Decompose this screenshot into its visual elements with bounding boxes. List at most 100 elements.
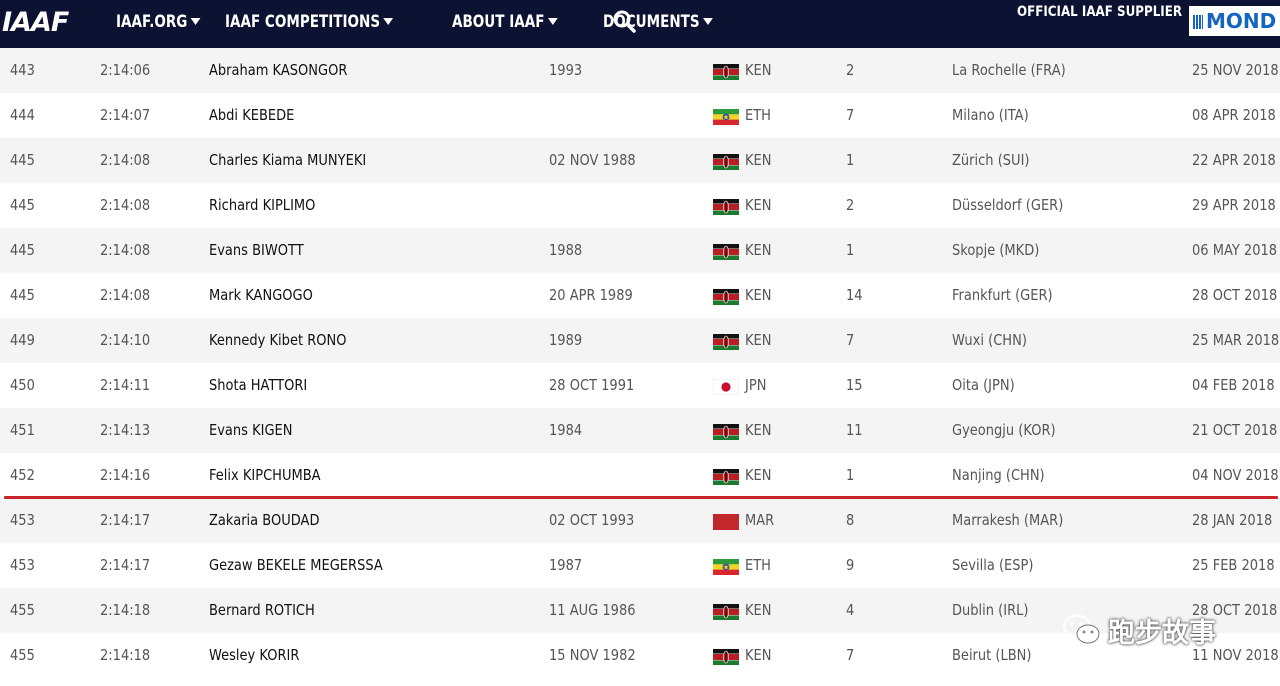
date-cell: 25 NOV 2018 [1192,61,1279,79]
rank-cell: 455 [10,601,35,619]
position-cell: 2 [846,196,855,214]
athlete-name-link[interactable]: Evans BIWOTT [209,241,304,259]
table-row: 443 2:14:06 Abraham KASONGOR 1993 KEN 2 La Roc… [0,48,1280,93]
mark-cell: 2:14:17 [100,511,151,529]
rank-cell: 445 [10,151,35,169]
kenya-flag-icon [713,424,739,440]
kenya-flag-icon [713,604,739,620]
kenya-flag-icon [713,154,739,170]
ethiopia-flag-icon [713,109,739,125]
athlete-name-link[interactable]: Gezaw BEKELE MEGERSSA [209,556,383,574]
dob-cell: 20 APR 1989 [549,286,633,304]
mondo-logo[interactable]: MOND [1189,6,1280,36]
kenya-flag-icon [713,64,739,80]
athlete-name-link[interactable]: Abdi KEBEDE [209,106,295,124]
watermark-text: 跑步故事 [1108,617,1216,649]
mark-cell: 2:14:11 [100,376,151,394]
position-cell: 1 [846,241,855,259]
nationality-cell: KEN [745,601,772,619]
kenya-flag-icon [713,469,739,485]
table-row: 452 2:14:16 Felix KIPCHUMBA KEN 1 Nanjing (CH… [0,453,1280,498]
position-cell: 7 [846,106,855,124]
nationality-cell: KEN [745,61,772,79]
dob-cell: 28 OCT 1991 [549,376,635,394]
date-cell: 28 OCT 2018 [1192,601,1278,619]
position-cell: 7 [846,331,855,349]
nav-item-about-iaaf[interactable]: ABOUT IAAF [452,12,558,31]
mark-cell: 2:14:07 [100,106,151,124]
nationality-cell: KEN [745,466,772,484]
venue-cell: Beirut (LBN) [952,646,1032,664]
athlete-name-link[interactable]: Shota HATTORI [209,376,308,394]
athlete-name-link[interactable]: Bernard ROTICH [209,601,315,619]
athlete-name-link[interactable]: Kennedy Kibet RONO [209,331,347,349]
date-cell: 04 FEB 2018 [1192,376,1275,394]
rank-cell: 451 [10,421,35,439]
kenya-flag-icon [713,289,739,305]
nationality-cell: KEN [745,421,772,439]
table-row: 445 2:14:08 Richard KIPLIMO KEN 2 Düsseldorf … [0,183,1280,228]
table-row: 455 2:14:18 Bernard ROTICH 11 AUG 1986 KEN 4 D… [0,588,1280,633]
mark-cell: 2:14:13 [100,421,151,439]
mark-cell: 2:14:08 [100,196,151,214]
nationality-cell: KEN [745,241,772,259]
date-cell: 25 FEB 2018 [1192,556,1275,574]
athlete-name-link[interactable]: Mark KANGOGO [209,286,313,304]
position-cell: 2 [846,61,855,79]
nationality-cell: KEN [745,151,772,169]
date-cell: 28 JAN 2018 [1192,511,1273,529]
rank-cell: 452 [10,466,35,484]
iaaf-logo[interactable]: IAAF [2,7,69,38]
nationality-cell: KEN [745,646,772,664]
position-cell: 14 [846,286,863,304]
top-navigation-bar: IAAF IAAF.ORG IAAF COMPETITIONS ABOUT IA… [0,0,1280,48]
dob-cell: 1989 [549,331,583,349]
athlete-name-link[interactable]: Richard KIPLIMO [209,196,316,214]
rank-cell: 453 [10,556,35,574]
rank-cell: 449 [10,331,35,349]
athlete-name-link[interactable]: Zakaria BOUDAD [209,511,320,529]
athlete-name-link[interactable]: Evans KIGEN [209,421,293,439]
venue-cell: Frankfurt (GER) [952,286,1053,304]
athlete-name-link[interactable]: Charles Kiama MUNYEKI [209,151,367,169]
nav-item-label: IAAF.ORG [116,11,188,31]
table-row: 449 2:14:10 Kennedy Kibet RONO 1989 KEN 7 Wuxi… [0,318,1280,363]
table-row: 444 2:14:07 Abdi KEBEDE ETH 7 Milano (ITA) 08 … [0,93,1280,138]
position-cell: 1 [846,151,855,169]
table-row: 445 2:14:08 Evans BIWOTT 1988 KEN 1 Skopje (MK… [0,228,1280,273]
table-row: 450 2:14:11 Shota HATTORI 28 OCT 1991 JPN 15 O… [0,363,1280,408]
mark-cell: 2:14:08 [100,286,151,304]
search-icon[interactable] [612,9,636,33]
date-cell: 29 APR 2018 [1192,196,1276,214]
rank-cell: 455 [10,646,35,664]
kenya-flag-icon [713,649,739,665]
athlete-name-link[interactable]: Wesley KORIR [209,646,300,664]
nationality-cell: KEN [745,331,772,349]
rank-cell: 445 [10,286,35,304]
venue-cell: Wuxi (CHN) [952,331,1027,349]
nav-item-label: IAAF COMPETITIONS [225,11,381,31]
venue-cell: Marrakesh (MAR) [952,511,1064,529]
date-cell: 22 APR 2018 [1192,151,1276,169]
mark-cell: 2:14:16 [100,466,151,484]
main-nav: IAAF.ORG IAAF COMPETITIONS ABOUT IAAF DO… [116,0,759,42]
rank-cell: 443 [10,61,35,79]
table-row: 455 2:14:18 Wesley KORIR 15 NOV 1982 KEN 7 Bei… [0,633,1280,678]
venue-cell: Düsseldorf (GER) [952,196,1064,214]
caret-down-icon [702,17,713,25]
athlete-name-link[interactable]: Abraham KASONGOR [209,61,348,79]
dob-cell: 1993 [549,61,583,79]
date-cell: 08 APR 2018 [1192,106,1276,124]
date-cell: 28 OCT 2018 [1192,286,1278,304]
mark-cell: 2:14:08 [100,151,151,169]
table-row: 453 2:14:17 Gezaw BEKELE MEGERSSA 1987 ETH 9 S… [0,543,1280,588]
athlete-name-link[interactable]: Felix KIPCHUMBA [209,466,321,484]
rank-cell: 453 [10,511,35,529]
nav-item-iaaf-org[interactable]: IAAF.ORG [116,12,201,31]
position-cell: 8 [846,511,855,529]
results-table: 443 2:14:06 Abraham KASONGOR 1993 KEN 2 La Roc… [0,48,1280,678]
nav-item-iaaf-competitions[interactable]: IAAF COMPETITIONS [225,11,394,31]
venue-cell: Oita (JPN) [952,376,1015,394]
rank-cell: 450 [10,376,35,394]
date-cell: 21 OCT 2018 [1192,421,1278,439]
